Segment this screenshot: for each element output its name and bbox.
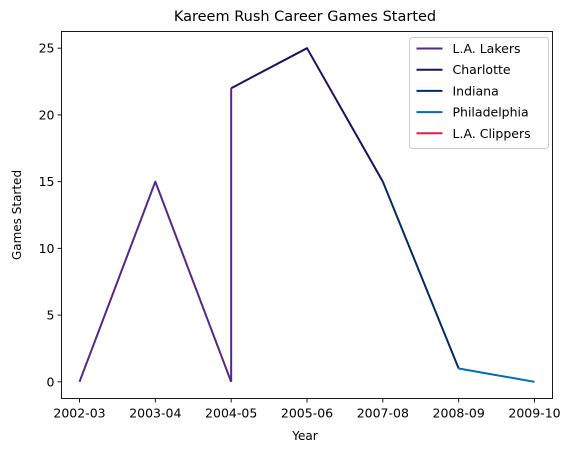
- x-tick-label: 2003-04: [129, 406, 181, 421]
- y-tick-label: 15: [39, 174, 55, 189]
- legend-label: Philadelphia: [453, 105, 529, 120]
- x-tick-label: 2007-08: [357, 406, 409, 421]
- legend-label: Charlotte: [453, 62, 511, 77]
- x-tick-label: 2004-05: [205, 406, 257, 421]
- x-axis-label: Year: [291, 429, 317, 443]
- x-tick-label: 2008-09: [433, 406, 485, 421]
- plot-area: 0 5 10 15 20 25 2002-03 2003-04 2004-05 2005-06 20…: [39, 31, 561, 421]
- legend-label: L.A. Lakers: [453, 41, 521, 56]
- x-tick-label: 2009-10: [508, 406, 560, 421]
- series-line-charlotte: [230, 47, 384, 183]
- series-line-indiana: [381, 181, 460, 369]
- legend-label: Indiana: [453, 83, 499, 98]
- y-tick-label: 25: [39, 41, 55, 56]
- series-line-l-a-lakers: [78, 180, 233, 383]
- x-tick-label: 2005-06: [281, 406, 333, 421]
- x-tick-label: 2002-03: [53, 406, 105, 421]
- y-axis-label: Games Started: [10, 170, 24, 260]
- y-tick-label: 10: [39, 241, 55, 256]
- legend-label: L.A. Clippers: [453, 126, 531, 141]
- y-tick-label: 20: [39, 107, 55, 122]
- legend: L.A. Lakers Charlotte Indiana Philadelphia L…: [409, 37, 549, 149]
- series-line-philadelphia: [458, 367, 535, 383]
- y-tick-label: 5: [47, 308, 55, 323]
- chart-title: Kareem Rush Career Games Started: [174, 9, 436, 25]
- y-tick-label: 0: [47, 374, 55, 389]
- legend-box: [409, 37, 549, 149]
